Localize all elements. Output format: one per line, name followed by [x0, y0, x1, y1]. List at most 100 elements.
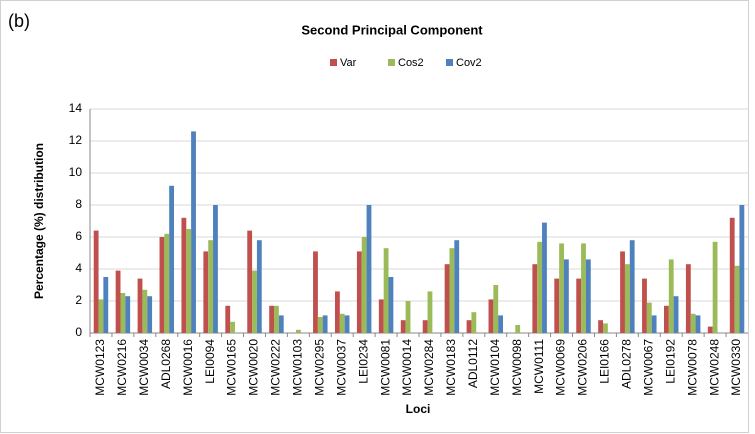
x-tick-label: MCW0330 [729, 339, 743, 396]
bar [98, 299, 104, 333]
bar [169, 185, 175, 333]
y-tick-label: 12 [69, 133, 83, 147]
bar [498, 315, 504, 333]
x-tick-label: MCW0098 [510, 339, 524, 396]
legend-label: Cos2 [398, 57, 424, 69]
bar [164, 233, 170, 333]
bar [663, 305, 669, 333]
bar [685, 264, 691, 333]
bar [422, 320, 428, 333]
bar [322, 315, 328, 333]
bar [729, 217, 735, 333]
x-tick-label: MCW0206 [576, 339, 590, 396]
bar [646, 302, 652, 333]
bar [256, 240, 262, 333]
bar [624, 264, 630, 333]
bar [361, 237, 367, 333]
bar [739, 205, 745, 333]
y-tick-label: 0 [75, 325, 82, 339]
bar [203, 251, 209, 333]
bar [449, 248, 455, 333]
bar [690, 313, 696, 333]
bar [400, 320, 406, 333]
bar [427, 291, 433, 333]
bar [344, 315, 350, 333]
bar [247, 230, 253, 333]
x-tick-label: MCW0123 [93, 339, 107, 396]
bar [278, 315, 284, 333]
bar [629, 240, 635, 333]
bar [695, 315, 701, 333]
bar [388, 277, 394, 333]
bar [334, 291, 340, 333]
legend-swatch [388, 59, 395, 66]
bar [642, 278, 647, 333]
panel-label: (b) [8, 11, 30, 31]
x-tick-label: MCW0081 [378, 339, 392, 396]
bar [563, 259, 569, 333]
bar [213, 205, 218, 333]
bar [444, 264, 450, 333]
bar [405, 301, 411, 333]
legend-swatch [446, 59, 453, 66]
bar [532, 264, 538, 333]
bar [576, 278, 582, 333]
bar [581, 243, 586, 333]
bar [339, 313, 345, 333]
bar [252, 270, 257, 333]
bar [147, 296, 153, 333]
bar [274, 305, 279, 333]
x-tick-label: MCW0020 [247, 339, 261, 396]
bar [471, 312, 477, 333]
bar [651, 315, 657, 333]
bar [620, 251, 625, 333]
bar [383, 248, 389, 333]
bar [181, 217, 187, 333]
x-tick-label: MCW0295 [312, 339, 326, 396]
x-tick-label: MCW0104 [488, 339, 502, 396]
bar [366, 205, 372, 333]
x-tick-label: MCW0014 [400, 339, 414, 396]
bar [542, 222, 547, 333]
bar [191, 131, 196, 333]
bar [225, 305, 231, 333]
bar [125, 296, 131, 333]
bar [673, 296, 679, 333]
y-tick-label: 2 [75, 293, 82, 307]
bar [93, 230, 99, 333]
x-tick-label: MCW0216 [115, 339, 129, 396]
x-tick-label: MCW0078 [685, 339, 699, 396]
legend-swatch [330, 59, 337, 66]
bar [230, 321, 235, 333]
legend-label: Cov2 [456, 57, 482, 69]
bar [515, 325, 521, 333]
x-tick-label: ADL0112 [466, 339, 480, 388]
y-tick-label: 6 [75, 229, 82, 243]
bar [295, 329, 301, 333]
bar [466, 320, 472, 333]
x-tick-label: MCW0016 [181, 339, 195, 396]
bar [186, 229, 192, 333]
x-tick-label: LEI0166 [598, 339, 612, 384]
bar [734, 265, 740, 333]
legend-label: Var [340, 57, 357, 69]
x-axis-label: Loci [406, 402, 431, 416]
bar [585, 259, 591, 333]
y-tick-label: 14 [69, 101, 83, 115]
bar [159, 237, 165, 333]
x-tick-label: ADL0278 [620, 339, 634, 389]
y-tick-label: 10 [69, 165, 83, 179]
bar [559, 243, 564, 333]
bar [707, 326, 713, 333]
bar [537, 241, 543, 333]
x-tick-label: MCW0165 [225, 339, 239, 396]
bar [488, 299, 494, 333]
x-tick-label: MCW0284 [422, 339, 436, 396]
bar [115, 270, 121, 333]
y-axis-label: Percentage (%) distribution [32, 143, 46, 299]
bar [103, 277, 109, 333]
bar [137, 278, 143, 333]
x-tick-label: MCW0069 [554, 339, 568, 396]
